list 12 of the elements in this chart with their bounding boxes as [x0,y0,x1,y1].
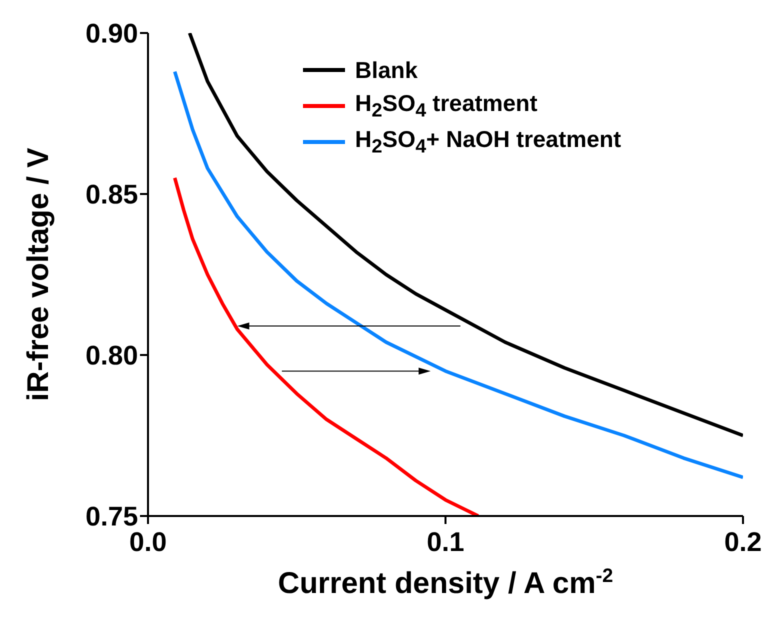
line-series [173,176,480,516]
x-tick-label: 0.2 [724,527,762,558]
y-tick-label: 0.90 [85,18,138,49]
x-tick-label: 0.1 [426,527,464,558]
y-axis-title: iR-free voltage / V [22,148,55,402]
legend-label: H$_{2}$SO$_{4}$+ NaOH treatment [355,126,622,158]
legend-label: Blank [355,56,418,84]
line-series [188,33,743,438]
y-tick-label: 0.80 [85,340,138,371]
legend-label: H$_{2}$SO$_{4}$ treatment [355,90,538,122]
y-tick-label: 0.85 [85,180,138,210]
x-axis-title: Current density / A cm$^{-2}$ [278,565,614,600]
